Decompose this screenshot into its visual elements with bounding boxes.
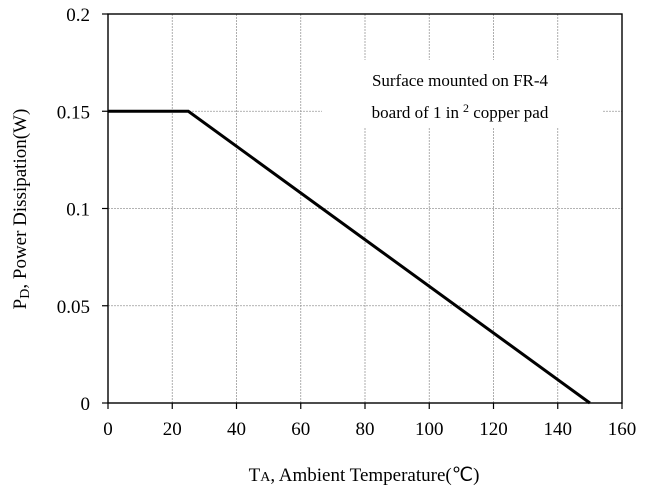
y-axis-title: PD, Power Dissipation(W) <box>10 109 33 310</box>
x-tick-label: 80 <box>356 419 375 440</box>
annotation-background <box>322 60 602 128</box>
x-tick-label: 100 <box>415 419 444 440</box>
x-tick-label: 40 <box>227 419 246 440</box>
y-tick-label: 0.1 <box>66 200 90 221</box>
annotation-line-2: board of 1 in 2 copper pad <box>372 101 549 122</box>
x-tick-label: 160 <box>608 419 637 440</box>
y-tick-label: 0.15 <box>57 102 90 123</box>
power-derating-line <box>108 109 591 405</box>
x-tick-label: 120 <box>479 419 508 440</box>
tick-labels: 0 20 40 60 80 100 120 140 160 0 0.05 0.1 0.15 0.2 <box>57 5 637 440</box>
annotation: Surface mounted on FR-4 board of 1 in 2 c… <box>322 60 602 128</box>
y-tick-label: 0.2 <box>66 5 90 26</box>
plot-frame <box>102 13 623 409</box>
x-axis-title: TA, Ambient Temperature(℃) <box>249 465 480 486</box>
x-tick-label: 20 <box>163 419 182 440</box>
annotation-line-1: Surface mounted on FR-4 <box>372 71 549 90</box>
x-tick-label: 0 <box>103 419 113 440</box>
y-tick-label: 0.05 <box>57 297 90 318</box>
series-layer <box>108 109 591 405</box>
x-tick-label: 140 <box>544 419 573 440</box>
x-tick-label: 60 <box>291 419 310 440</box>
y-tick-label: 0 <box>81 394 91 415</box>
